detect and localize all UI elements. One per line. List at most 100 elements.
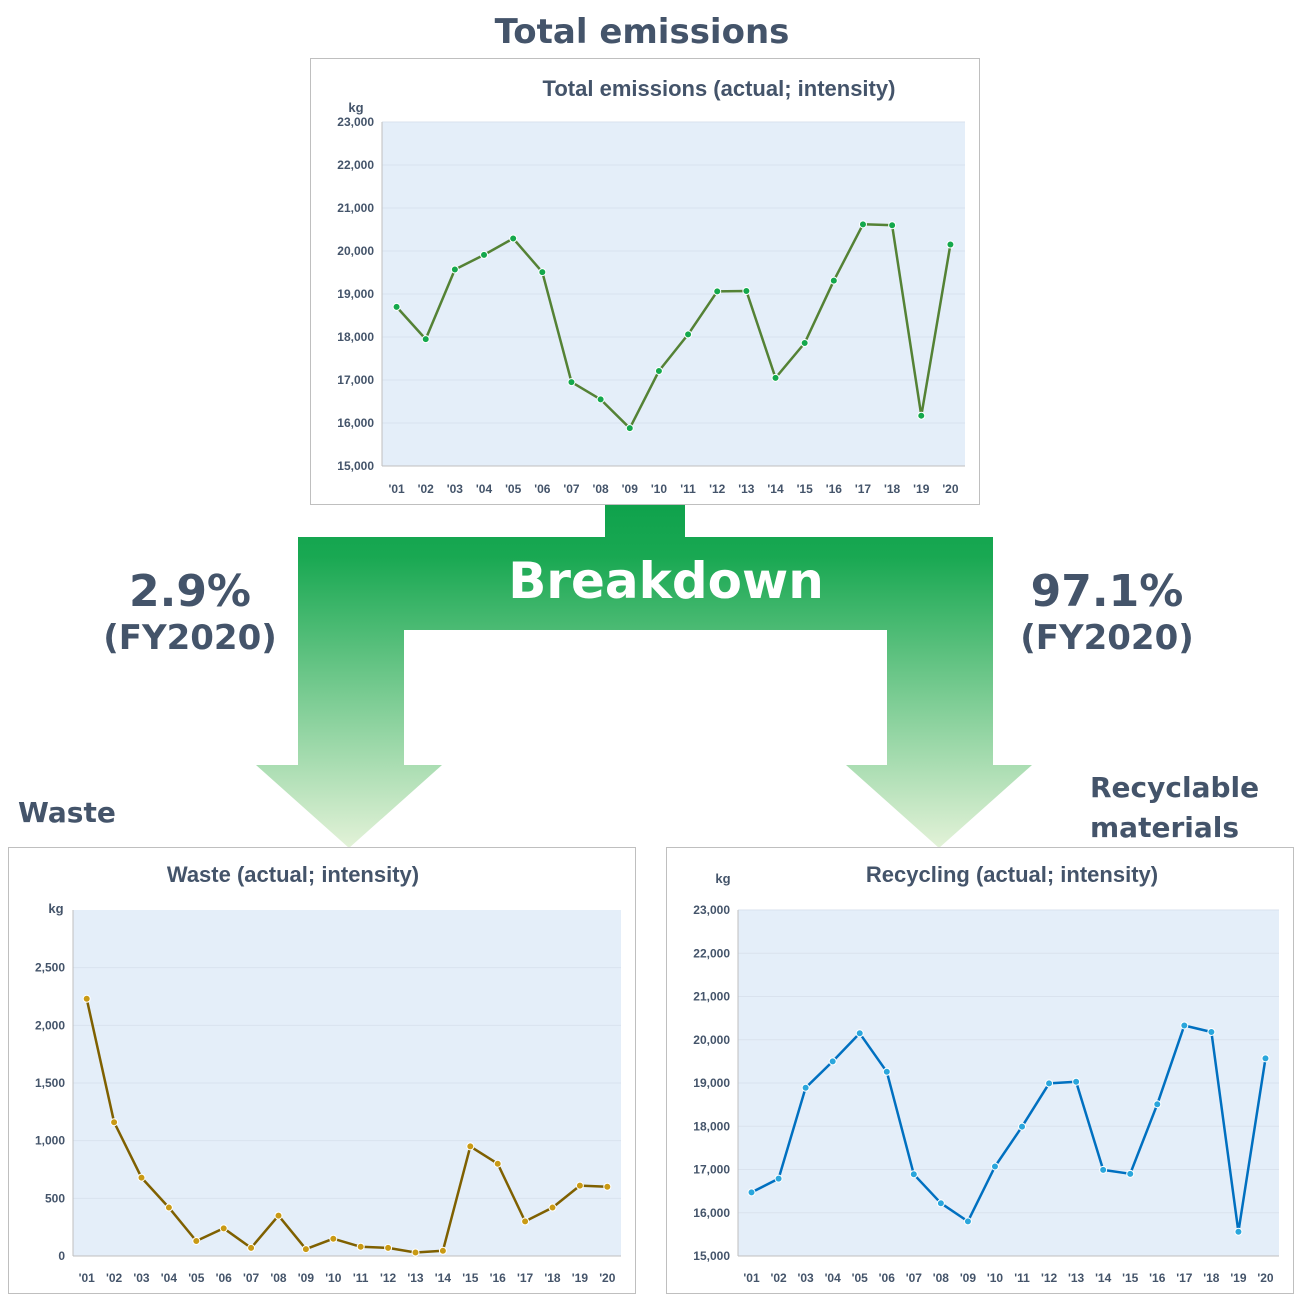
waste-data-point	[493, 1159, 502, 1168]
waste-chart: Waste (actual; intensity) kg 0 500 1,000 1,50…	[8, 847, 636, 1294]
waste-data-point	[329, 1234, 338, 1243]
total-data-point	[596, 395, 605, 404]
total-y-tick-label: 21,000	[337, 201, 374, 215]
total-data-point	[858, 220, 867, 229]
total-data-point	[800, 339, 809, 348]
total-emissions-chart: Total emissions (actual; intensity) kg 15,…	[310, 58, 980, 505]
total-x-tick-label: '16	[826, 482, 843, 496]
waste-y-tick-label: 1,000	[35, 1134, 65, 1148]
total-data-point	[888, 221, 897, 230]
total-x-tick-label: '06	[534, 482, 551, 496]
recycling-chart: Recycling (actual; intensity) kg 15,000 16,…	[666, 847, 1294, 1294]
total-x-tick-label: '13	[738, 482, 755, 496]
total-data-point	[480, 250, 489, 259]
total-y-tick-label: 16,000	[337, 416, 374, 430]
recy-data-point	[1072, 1077, 1081, 1086]
breakdown-label: Breakdown	[508, 552, 824, 610]
recy-x-tick-label: '17	[1176, 1271, 1193, 1285]
waste-x-tick-label: '09	[298, 1271, 315, 1285]
waste-y-tick-label: 2,000	[35, 1018, 65, 1032]
waste-x-tick-label: '16	[490, 1271, 507, 1285]
recy-y-tick-label: 20,000	[693, 1033, 730, 1047]
total-data-point	[567, 378, 576, 387]
total-x-tick-label: '10	[651, 482, 668, 496]
total-data-point	[917, 411, 926, 420]
recy-x-tick-label: '11	[1014, 1271, 1030, 1285]
waste-x-tick-label: '08	[270, 1271, 287, 1285]
total-series-line	[395, 223, 952, 430]
recy-data-point	[990, 1162, 999, 1171]
recy-x-tick-label: '09	[960, 1271, 977, 1285]
waste-x-tick-label: '12	[380, 1271, 397, 1285]
waste-x-tick-label: '02	[106, 1271, 123, 1285]
total-x-tick-label: '19	[913, 482, 930, 496]
waste-data-point	[466, 1142, 475, 1151]
waste-x-tick-label: '20	[599, 1271, 616, 1285]
total-x-tick-label: '01	[388, 482, 405, 496]
heading-recyclable-line1: Recyclable	[1090, 771, 1260, 804]
total-data-point	[946, 240, 955, 249]
breakdown-arrow-shape	[256, 505, 1032, 848]
waste-chart-svg: Waste (actual; intensity) kg 0 500 1,000 1,50…	[35, 862, 621, 1285]
recy-series-line	[750, 1024, 1267, 1234]
recy-x-tick-label: '07	[906, 1271, 923, 1285]
waste-x-tick-label: '11	[353, 1271, 369, 1285]
waste-data-point	[137, 1173, 146, 1182]
waste-x-tick-label: '03	[133, 1271, 150, 1285]
waste-share-period: (FY2020)	[103, 618, 277, 658]
waste-x-tick-label: '18	[544, 1271, 561, 1285]
heading-total-emissions: Total emissions	[494, 12, 790, 52]
total-y-tick-label: 18,000	[337, 330, 374, 344]
recy-data-point	[909, 1170, 918, 1179]
recy-x-tick-label: '13	[1068, 1271, 1085, 1285]
total-data-point	[392, 302, 401, 311]
waste-data-point	[164, 1203, 173, 1212]
total-y-tick-label: 19,000	[337, 287, 374, 301]
recy-data-point	[1261, 1054, 1270, 1063]
total-y-tick-label: 20,000	[337, 244, 374, 258]
waste-data-point	[192, 1237, 201, 1246]
heading-recyclable-line2: materials	[1090, 811, 1240, 844]
recy-data-point	[747, 1188, 756, 1197]
waste-x-tick-label: '14	[435, 1271, 452, 1285]
waste-share-percent: 2.9%	[128, 566, 252, 617]
total-data-point	[829, 276, 838, 285]
recycling-share-percent: 97.1%	[1030, 566, 1184, 617]
waste-share: 2.9% (FY2020)	[90, 566, 290, 658]
recy-data-point	[936, 1199, 945, 1208]
recycling-share: 97.1% (FY2020)	[1007, 566, 1207, 658]
waste-x-tick-label: '15	[462, 1271, 479, 1285]
recy-x-tick-label: '18	[1203, 1271, 1220, 1285]
recy-x-tick-label: '12	[1041, 1271, 1058, 1285]
total-data-point	[654, 366, 663, 375]
waste-data-point	[301, 1245, 310, 1254]
total-x-tick-label: '15	[797, 482, 814, 496]
recy-y-tick-label: 16,000	[693, 1206, 730, 1220]
waste-data-point	[521, 1217, 530, 1226]
recy-y-axis-label: kg	[715, 871, 730, 886]
recy-y-tick-label: 22,000	[693, 946, 730, 960]
total-emissions-chart-svg: Total emissions (actual; intensity) kg 15,…	[337, 76, 965, 496]
recy-data-point	[828, 1057, 837, 1066]
waste-y-tick-label: 2,500	[35, 961, 65, 975]
total-data-point	[713, 287, 722, 296]
waste-chart-title: Waste (actual; intensity)	[167, 862, 419, 887]
total-y-tick-label: 22,000	[337, 158, 374, 172]
total-data-point	[684, 330, 693, 339]
recy-x-tick-label: '06	[879, 1271, 896, 1285]
total-x-tick-label: '03	[447, 482, 464, 496]
recy-data-point	[882, 1067, 891, 1076]
total-y-tick-label: 15,000	[337, 459, 374, 473]
recy-y-tick-label: 15,000	[693, 1249, 730, 1263]
waste-data-point	[247, 1243, 256, 1252]
heading-recyclable-materials: Recyclable materials	[1090, 768, 1290, 848]
recycling-share-period: (FY2020)	[1020, 618, 1194, 658]
recy-x-tick-label: '16	[1149, 1271, 1166, 1285]
waste-data-point	[411, 1248, 420, 1257]
total-x-tick-label: '07	[563, 482, 580, 496]
waste-data-point	[219, 1224, 228, 1233]
waste-x-tick-label: '05	[188, 1271, 205, 1285]
recy-x-tick-label: '01	[743, 1271, 760, 1285]
recy-x-tick-label: '14	[1095, 1271, 1112, 1285]
